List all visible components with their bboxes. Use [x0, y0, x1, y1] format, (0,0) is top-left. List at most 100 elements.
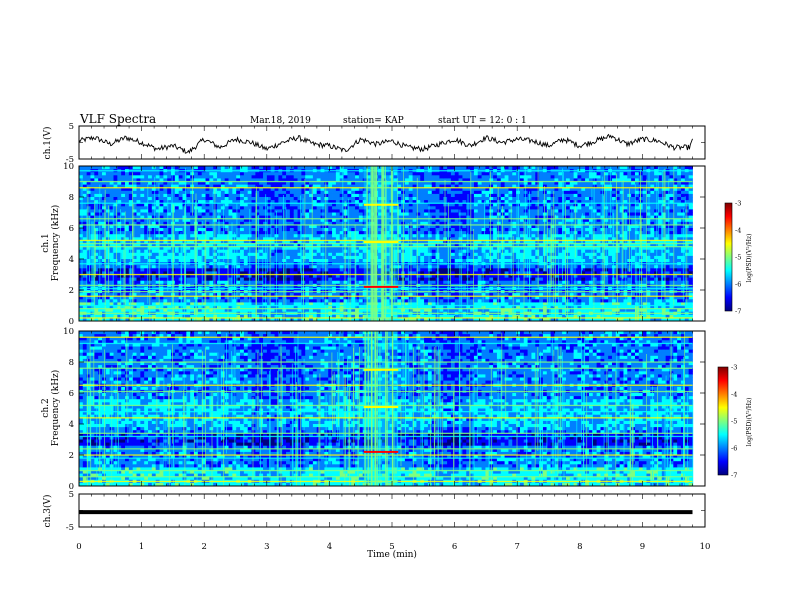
spectrogram-cell [128, 187, 134, 192]
spectrogram-cell [224, 293, 229, 297]
spectrogram-cell [404, 240, 410, 244]
spectrogram-cell [335, 237, 341, 241]
spectrogram-cell [362, 178, 367, 182]
spectrogram-cell [151, 221, 157, 226]
spectrogram-cell [332, 246, 337, 251]
spectrogram-cell [416, 293, 421, 297]
spectrogram-cell [431, 175, 436, 179]
spectrogram-cell [439, 271, 444, 275]
spectrogram-cell [435, 190, 440, 195]
spectrogram-cell [312, 203, 318, 207]
spectrogram-cell [140, 237, 145, 241]
spectrogram-cell [447, 293, 452, 297]
spectrogram-cell [105, 172, 111, 176]
spectrogram-cell [167, 187, 172, 192]
spectrogram-cell [240, 228, 245, 232]
spectrogram-cell [228, 296, 233, 300]
spectrogram-cell [385, 268, 390, 272]
spectrogram-cell [98, 181, 103, 185]
spectrogram-cell [201, 184, 206, 189]
spectrogram-cell [232, 203, 237, 207]
spectrogram-cell [213, 190, 218, 195]
spectrogram-cell [351, 255, 356, 260]
spectrogram-cell [328, 246, 333, 251]
spectrogram-cell [408, 212, 413, 216]
spectrogram-cell [263, 249, 268, 254]
spectrogram-cell [140, 252, 145, 257]
spectrogram-cell [324, 228, 329, 232]
spectrogram-cell [358, 271, 364, 275]
spectrogram-cell [458, 212, 463, 216]
spectrogram-cell [79, 243, 84, 247]
spectrogram-cell [79, 299, 84, 303]
spectrogram-cell [263, 243, 268, 247]
spectrogram-cell [393, 221, 398, 226]
spectrogram-cell [416, 218, 421, 223]
spectrogram-cell [305, 218, 310, 223]
spectrogram-cell [393, 302, 398, 306]
spectrogram-cell [335, 184, 341, 189]
spectrogram-cell [82, 299, 88, 303]
spectrogram-cell [404, 187, 410, 192]
spectrogram-cell [309, 252, 314, 257]
spectrogram-cell [94, 212, 99, 216]
spectrogram-cell [247, 184, 252, 189]
spectrogram-cell [220, 249, 226, 254]
spectrogram-cell [328, 305, 333, 309]
spectrogram-cell [401, 317, 406, 321]
spectrogram-cell [220, 206, 226, 210]
spectrogram-cell [397, 221, 402, 226]
spectrogram-cell [439, 296, 444, 300]
spectrogram-cell [243, 197, 249, 201]
spectrogram-cell [105, 265, 111, 269]
spectrogram-cell [171, 197, 176, 201]
spectrogram-cell [243, 209, 249, 213]
spectrogram-cell [343, 190, 348, 195]
spectrogram-cell [144, 212, 149, 216]
spectrogram-cell [148, 178, 153, 182]
spectrogram-cell [343, 209, 348, 213]
spectrogram-cell [128, 231, 134, 235]
spectrogram-cell [178, 175, 183, 179]
spectrogram-cell [105, 200, 111, 204]
spectrogram-cell [247, 178, 252, 182]
spectrogram-cell [82, 200, 88, 204]
spectrogram-cell [301, 175, 306, 179]
spectrogram-cell [190, 252, 195, 257]
spectrogram-cell [209, 197, 214, 201]
spectrogram-cell [416, 206, 421, 210]
spectrogram-cell [339, 193, 344, 198]
spectrogram-cell [232, 178, 237, 182]
spectrogram-cell [282, 178, 287, 182]
spectrogram-cell [335, 203, 341, 207]
spectrogram-cell [228, 197, 233, 201]
spectrogram-cell [312, 249, 318, 254]
spectrogram-cell [255, 200, 260, 204]
spectrogram-cell [197, 221, 203, 226]
spectrogram-cell [121, 252, 126, 257]
spectrogram-cell [224, 193, 229, 198]
spectrogram-cell [339, 268, 344, 272]
spectrogram-cell [293, 293, 298, 297]
spectrogram-cell [289, 197, 295, 201]
spectrogram-cell [174, 181, 180, 185]
spectrogram-cell [209, 265, 214, 269]
spectrogram-cell [286, 193, 291, 198]
spectrogram-cell [366, 268, 371, 272]
spectrogram-cell [401, 224, 406, 229]
spectrogram-cell [305, 234, 310, 238]
spectrogram-cell [247, 197, 252, 201]
spectrogram-cell [117, 308, 122, 313]
spectrogram-cell [362, 252, 367, 257]
spectrogram-cell [190, 268, 195, 272]
spectrogram-cell [90, 218, 95, 223]
spectrogram-cell [351, 299, 356, 303]
spectrogram-cell [109, 259, 114, 263]
spectrogram-cell [109, 305, 114, 309]
spectrogram-cell [205, 243, 210, 247]
spectrogram-cell [335, 249, 341, 254]
spectrogram-cell [194, 178, 199, 182]
spectrogram-cell [424, 271, 429, 275]
spectrogram-cell [404, 234, 410, 238]
spectrogram-cell [151, 237, 157, 241]
